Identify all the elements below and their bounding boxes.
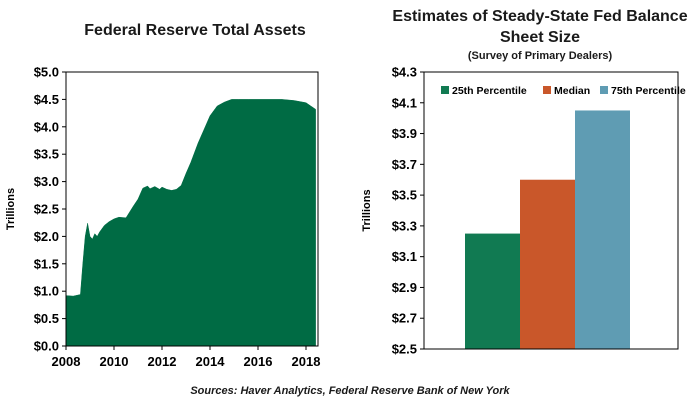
total-assets-chart: $0.0 $0.5 $1.0 $1.5 $2.0 $2.5 $3.0 $3.5 $4.0 $4.5… [5,65,320,370]
x-tick-label: 2016 [244,354,273,369]
legend-label-2: Median [554,85,590,97]
x-tick-label: 2010 [100,354,129,369]
right-y-axis-label: Trillions [361,189,373,231]
y-tick-label: $4.0 [34,119,59,134]
total-assets-area [65,99,316,347]
y-tick-label: $3.5 [392,188,417,203]
y-tick-label: $3.9 [392,126,417,141]
y-tick-label: $3.7 [392,157,417,172]
legend-swatch-2 [543,86,551,94]
y-tick-label: $2.9 [392,280,417,295]
right-plot-frame [423,71,679,350]
y-tick-label: $3.1 [392,249,417,264]
x-tick-label: 2014 [196,354,226,369]
legend-label-3: 75th Percentile [611,85,686,97]
y-tick-label: $4.3 [392,65,417,80]
y-tick-label: $1.5 [34,256,59,271]
y-tick-label: $4.1 [392,95,417,110]
legend-swatch-3 [600,86,608,94]
y-tick-label: $4.5 [34,92,59,107]
x-tick-label: 2008 [52,354,81,369]
right-chart-subtitle: (Survey of Primary Dealers) [467,50,613,62]
bar-2 [520,179,575,349]
steady-state-chart: $2.5 $2.7 $2.9 $3.1 $3.3 $3.5 $3.7 $3.9 $4.1 $4.3… [361,65,686,357]
y-tick-label: $0.0 [34,339,59,354]
y-tick-label: $1.0 [34,284,59,299]
y-tick-label: $2.5 [392,342,417,357]
y-tick-label: $2.7 [392,311,417,326]
y-tick-label: $2.5 [34,202,59,217]
x-tick-label: 2012 [148,354,177,369]
y-tick-label: $0.5 [34,311,59,326]
bar-3 [575,110,630,349]
y-tick-label: $3.3 [392,218,417,233]
x-tick-label: 2018 [292,354,321,369]
right-chart-title: Estimates of Steady-State Fed Balance Sh… [392,8,688,46]
source-note: Sources: Haver Analytics, Federal Reserv… [190,385,510,397]
y-tick-label: $5.0 [34,65,59,80]
left-y-axis-label: Trillions [5,188,17,230]
legend-label-1: 25th Percentile [452,85,527,97]
bar-1 [465,233,520,349]
left-chart-title: Federal Reserve Total Assets [84,22,306,39]
y-tick-label: $3.5 [34,147,59,162]
y-tick-label: $3.0 [34,174,59,189]
legend-swatch-1 [441,86,449,94]
y-tick-label: $2.0 [34,229,59,244]
